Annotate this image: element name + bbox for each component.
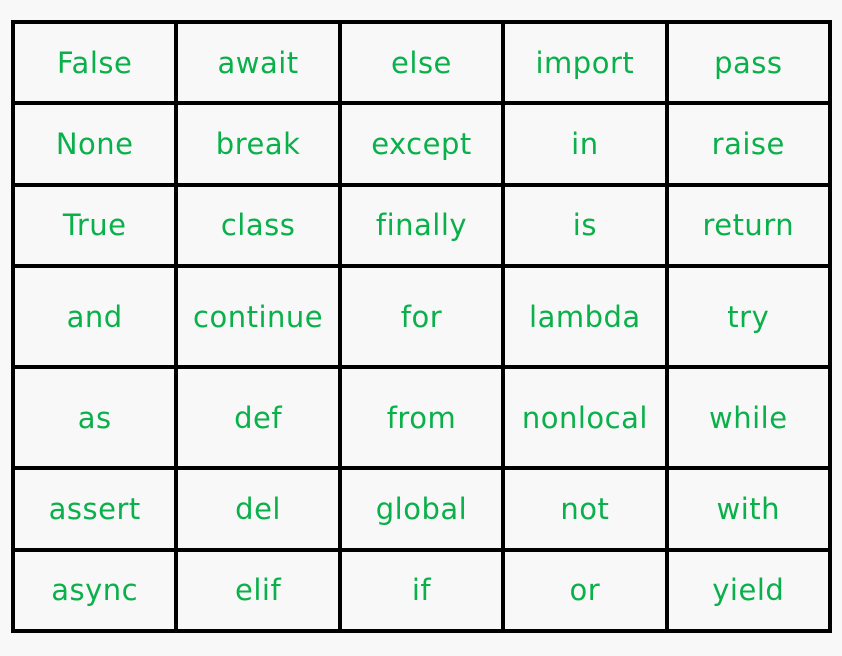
keyword-cell: class bbox=[174, 182, 342, 268]
keyword-cell: import bbox=[501, 19, 669, 106]
keyword-cell: finally bbox=[337, 182, 506, 268]
keyword-cell: del bbox=[174, 466, 342, 552]
keyword-cell: break bbox=[174, 101, 342, 187]
keyword-cell: async bbox=[10, 547, 179, 634]
keyword-cell: else bbox=[337, 19, 506, 106]
keyword-cell: None bbox=[10, 101, 179, 187]
keyword-cell: def bbox=[174, 365, 342, 471]
keyword-cell: yield bbox=[664, 547, 833, 634]
keyword-cell: in bbox=[501, 101, 669, 187]
keyword-cell: while bbox=[664, 365, 833, 471]
keyword-cell: try bbox=[664, 263, 833, 370]
table-row: async elif if or yield bbox=[10, 547, 833, 634]
keyword-cell: if bbox=[337, 547, 506, 634]
keywords-table: False await else import pass None break … bbox=[10, 19, 833, 634]
keyword-cell: except bbox=[337, 101, 506, 187]
keyword-cell: lambda bbox=[501, 263, 669, 370]
keyword-cell: not bbox=[501, 466, 669, 552]
keyword-cell: assert bbox=[10, 466, 179, 552]
keyword-cell: for bbox=[337, 263, 506, 370]
table-row: as def from nonlocal while bbox=[10, 365, 833, 471]
keyword-cell: and bbox=[10, 263, 179, 370]
keyword-cell: or bbox=[501, 547, 669, 634]
table-row: and continue for lambda try bbox=[10, 263, 833, 370]
keyword-cell: is bbox=[501, 182, 669, 268]
table-row: None break except in raise bbox=[10, 101, 833, 187]
keyword-cell: from bbox=[337, 365, 506, 471]
keyword-cell: continue bbox=[174, 263, 342, 370]
keyword-cell: True bbox=[10, 182, 179, 268]
keyword-cell: pass bbox=[664, 19, 833, 106]
keyword-cell: elif bbox=[174, 547, 342, 634]
keyword-cell: return bbox=[664, 182, 833, 268]
table-row: assert del global not with bbox=[10, 466, 833, 552]
keyword-cell: raise bbox=[664, 101, 833, 187]
keyword-cell: False bbox=[10, 19, 179, 106]
keyword-cell: await bbox=[174, 19, 342, 106]
table-row: True class finally is return bbox=[10, 182, 833, 268]
keyword-cell: with bbox=[664, 466, 833, 552]
keyword-cell: nonlocal bbox=[501, 365, 669, 471]
table-row: False await else import pass bbox=[10, 19, 833, 106]
keyword-cell: as bbox=[10, 365, 179, 471]
keyword-cell: global bbox=[337, 466, 506, 552]
